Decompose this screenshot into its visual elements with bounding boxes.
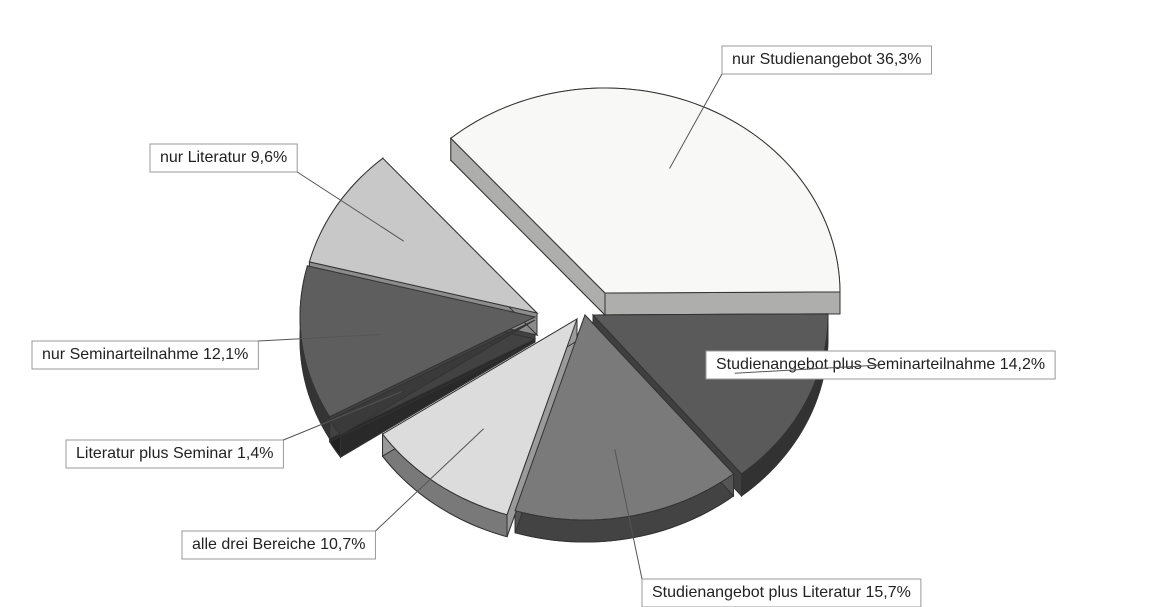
slice	[514, 314, 735, 521]
leader-line	[296, 171, 405, 242]
leader-line	[283, 391, 402, 441]
value-label: 9,6%	[251, 149, 287, 166]
label-box	[149, 143, 298, 173]
label-box	[721, 45, 932, 75]
label-text: nur Literatur 9,6%	[160, 149, 287, 166]
category-name: nur Studienangebot	[732, 51, 872, 68]
slice-label: nur Seminarteilnahme 12,1%	[31, 340, 259, 370]
category-name: Studienangebot plus Seminarteilnahme	[716, 356, 995, 373]
slice-label: nur Studienangebot 36,3%	[721, 45, 932, 75]
label-text: nur Studienangebot 36,3%	[732, 51, 922, 68]
category-name: alle drei Bereiche	[192, 536, 316, 553]
value-label: 1,4%	[237, 445, 273, 462]
value-label: 15,7%	[866, 584, 911, 601]
leader-line	[375, 428, 484, 532]
slice-label: nur Literatur 9,6%	[149, 143, 298, 173]
value-label: 12,1%	[203, 346, 248, 363]
category-name: Studienangebot plus Literatur	[652, 584, 862, 601]
value-label: 14,2%	[1000, 356, 1045, 373]
category-name: nur Literatur	[160, 149, 247, 166]
slice	[450, 87, 841, 294]
label-text: nur Seminarteilnahme 12,1%	[42, 346, 248, 363]
label-box	[181, 530, 376, 560]
leader-line	[258, 333, 380, 342]
slice	[308, 157, 539, 314]
leader-line	[614, 449, 643, 580]
slice	[381, 317, 578, 516]
label-box	[31, 340, 259, 370]
labels: nur Studienangebot 36,3% Studienangebot p…	[31, 45, 1056, 607]
label-text: Studienangebot plus Literatur 15,7%	[652, 584, 911, 601]
label-box	[641, 578, 922, 607]
label-box	[65, 439, 284, 469]
slice-tops	[299, 87, 841, 521]
slice	[299, 265, 537, 418]
slice	[328, 319, 536, 436]
slice-label: Studienangebot plus Literatur 15,7%	[641, 578, 922, 607]
label-text: Literatur plus Seminar 1,4%	[76, 445, 273, 462]
slice-edge	[604, 291, 841, 316]
category-name: Literatur plus Seminar	[76, 445, 233, 462]
category-name: nur Seminarteilnahme	[42, 346, 199, 363]
value-label: 10,7%	[320, 536, 365, 553]
leader-line	[734, 364, 881, 374]
slice-label: alle drei Bereiche 10,7%	[181, 530, 376, 560]
label-text: Studienangebot plus Seminarteilnahme 14,…	[716, 356, 1045, 373]
value-label: 36,3%	[876, 51, 921, 68]
label-text: alle drei Bereiche 10,7%	[192, 536, 365, 553]
slice-label: Literatur plus Seminar 1,4%	[65, 439, 284, 469]
leader-line	[669, 73, 723, 169]
